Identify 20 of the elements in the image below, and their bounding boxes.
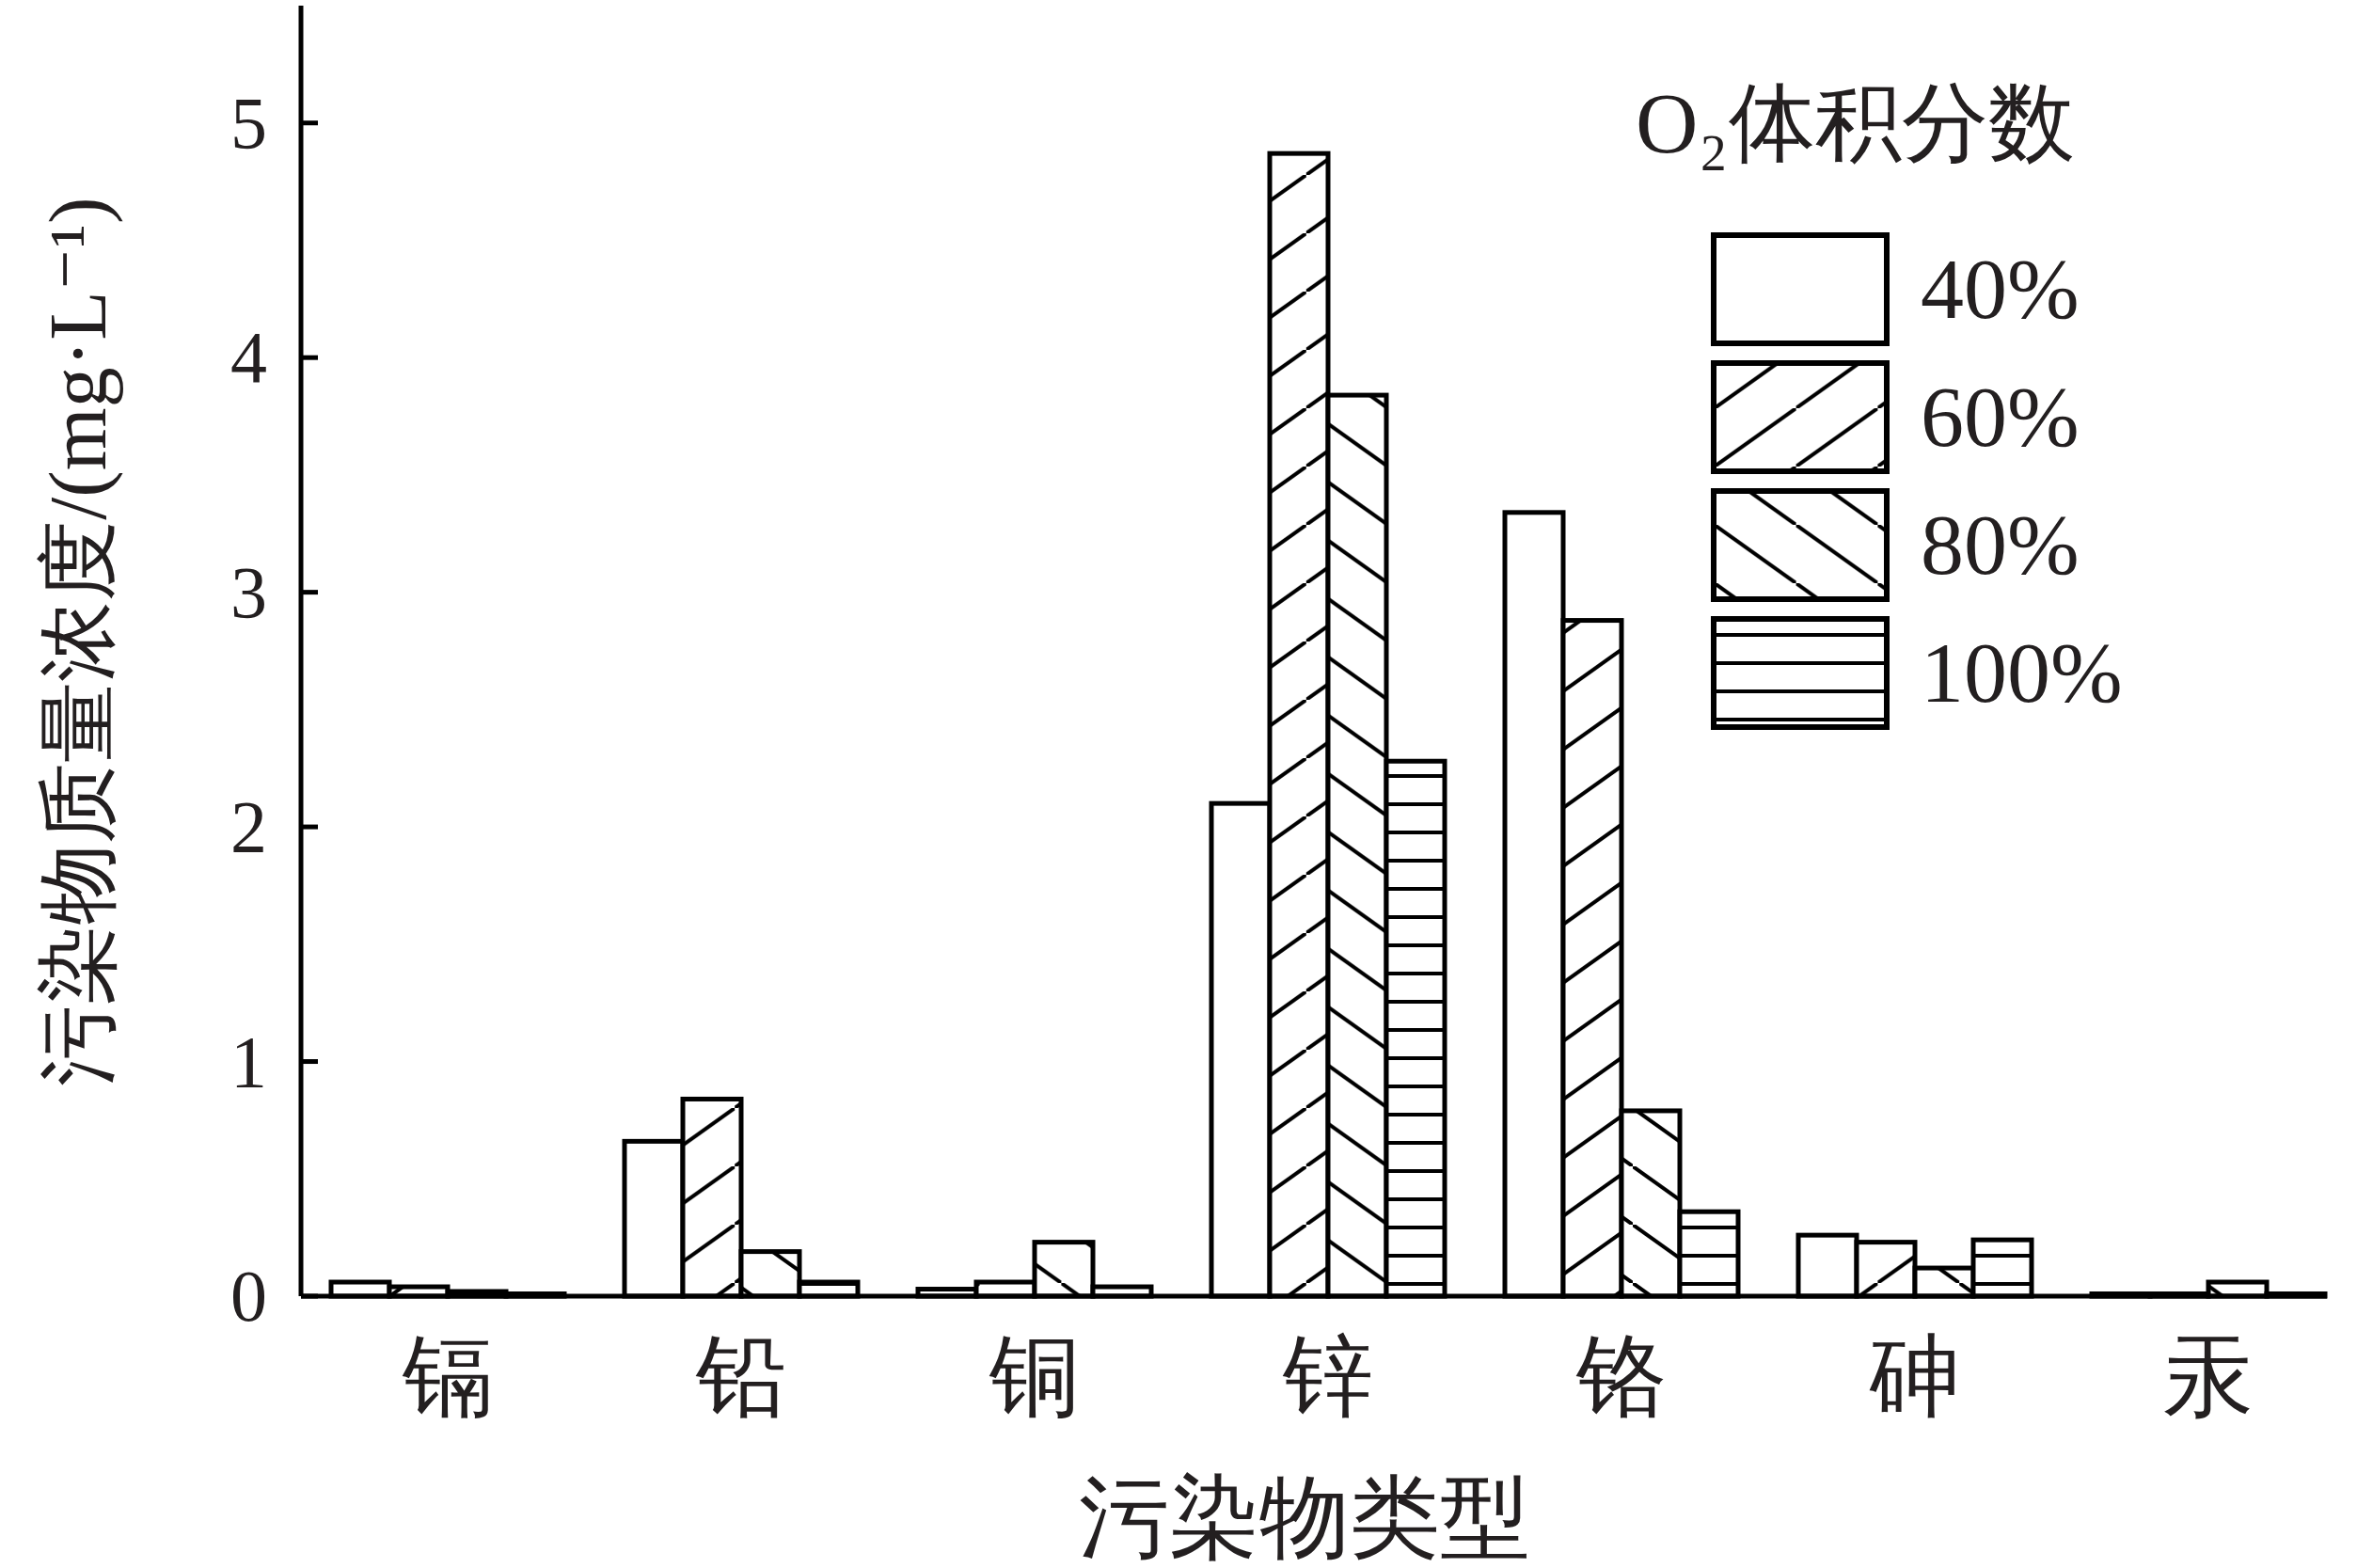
x-tick-label: 砷 [1869, 1326, 1960, 1427]
y-tick-label: 4 [230, 316, 267, 399]
x-tick-label: 铜 [989, 1326, 1080, 1427]
x-axis-title: 污染物类型 [1079, 1467, 1530, 1568]
x-tick-label: 汞 [2163, 1326, 2254, 1427]
legend-title: O₂体积分数 [1636, 75, 2075, 171]
legend-label: 80% [1921, 497, 2080, 593]
y-tick-label: 3 [230, 550, 267, 633]
legend-label: 40% [1921, 241, 2080, 337]
y-tick-label: 0 [230, 1255, 267, 1337]
legend-label: 60% [1921, 369, 2080, 465]
y-tick-label: 5 [230, 81, 267, 164]
y-tick-label: 2 [230, 785, 267, 868]
x-tick-label: 锌 [1282, 1326, 1373, 1427]
x-tick-label: 铬 [1575, 1326, 1667, 1427]
y-axis-title: 污染物质量浓度/(mg·L⁻¹) [33, 197, 123, 1086]
x-tick-label: 铅 [695, 1326, 786, 1427]
x-tick-label: 镉 [402, 1326, 493, 1427]
y-tick-label: 1 [230, 1020, 267, 1102]
legend-label: 100% [1921, 625, 2123, 721]
